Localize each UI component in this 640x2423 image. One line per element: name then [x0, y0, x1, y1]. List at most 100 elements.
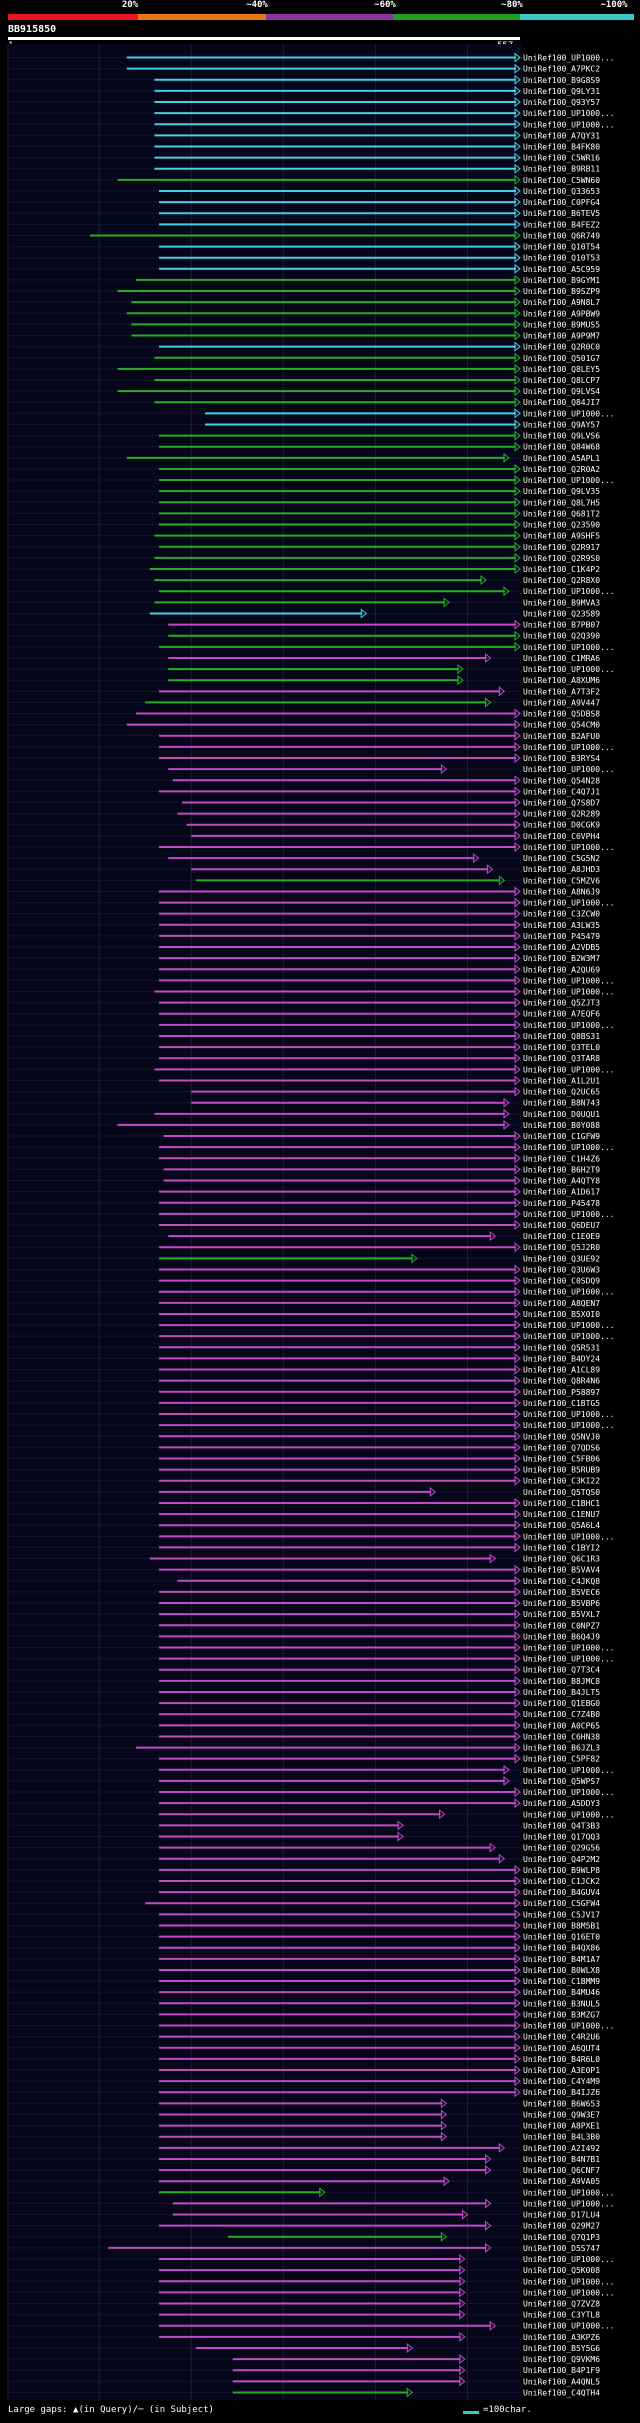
hit-label[interactable]: UniRef100_UP1000...: [523, 1788, 615, 1797]
hit-label[interactable]: UniRef100_UP1000...: [523, 643, 615, 652]
hit-label[interactable]: UniRef100_UP1000...: [523, 2255, 615, 2264]
hit-label[interactable]: UniRef100_B4L3B0: [523, 2133, 600, 2142]
hit-label[interactable]: UniRef100_B6JZL3: [523, 1744, 600, 1753]
hit-label[interactable]: UniRef100_Q8BS31: [523, 1032, 600, 1041]
hit-label[interactable]: UniRef100_Q2R9S0: [523, 554, 600, 563]
hit-label[interactable]: UniRef100_B4M1A7: [523, 1955, 600, 1964]
hit-label[interactable]: UniRef100_B4DY24: [523, 1354, 600, 1363]
hit-label[interactable]: UniRef100_A8XUM6: [523, 676, 600, 685]
hit-label[interactable]: UniRef100_UP1000...: [523, 988, 615, 997]
hit-label[interactable]: UniRef100_UP1000...: [523, 665, 615, 674]
hit-label[interactable]: UniRef100_C5G5N2: [523, 854, 600, 863]
hit-label[interactable]: UniRef100_Q5WPS7: [523, 1777, 600, 1786]
hit-label[interactable]: UniRef100_UP1000...: [523, 1655, 615, 1664]
hit-label[interactable]: UniRef100_Q4T3B3: [523, 1821, 600, 1830]
hit-label[interactable]: UniRef100_B4FK80: [523, 143, 600, 152]
hit-label[interactable]: UniRef100_Q9LV35: [523, 487, 600, 496]
hit-label[interactable]: UniRef100_B6H2T9: [523, 1165, 600, 1174]
hit-label[interactable]: UniRef100_UP1000...: [523, 1532, 615, 1541]
hit-label[interactable]: UniRef100_D5S747: [523, 2244, 600, 2253]
hit-label[interactable]: UniRef100_A2VDB5: [523, 943, 600, 952]
hit-label[interactable]: UniRef100_C5MZV6: [523, 876, 600, 885]
hit-label[interactable]: UniRef100_B6Q4J9: [523, 1632, 600, 1641]
hit-label[interactable]: UniRef100_UP1000...: [523, 1143, 615, 1152]
hit-label[interactable]: UniRef100_D0UQU1: [523, 1110, 600, 1119]
hit-label[interactable]: UniRef100_D0CGK9: [523, 821, 600, 830]
hit-label[interactable]: UniRef100_B5X0I0: [523, 1310, 600, 1319]
hit-label[interactable]: UniRef100_UP1000...: [523, 1421, 615, 1430]
hit-label[interactable]: UniRef100_A8N6J9: [523, 887, 600, 896]
hit-label[interactable]: UniRef100_UP1000...: [523, 1065, 615, 1074]
hit-label[interactable]: UniRef100_A3KPZ6: [523, 2333, 600, 2342]
hit-label[interactable]: UniRef100_A5DDY3: [523, 1799, 600, 1808]
hit-label[interactable]: UniRef100_B0WLX8: [523, 1966, 600, 1975]
hit-label[interactable]: UniRef100_A5APL1: [523, 454, 600, 463]
hit-label[interactable]: UniRef100_Q93Y57: [523, 98, 600, 107]
hit-label[interactable]: UniRef100_UP1000...: [523, 1288, 615, 1297]
hit-label[interactable]: UniRef100_Q54CM0: [523, 721, 600, 730]
hit-label[interactable]: UniRef100_C4R2U6: [523, 2033, 600, 2042]
hit-label[interactable]: UniRef100_B4MU46: [523, 1988, 600, 1997]
hit-label[interactable]: UniRef100_B5VEC6: [523, 1588, 600, 1597]
hit-label[interactable]: UniRef100_Q9AY57: [523, 420, 600, 429]
hit-label[interactable]: UniRef100_C1JCK2: [523, 1877, 600, 1886]
hit-label[interactable]: UniRef100_B9MVA3: [523, 598, 600, 607]
hit-label[interactable]: UniRef100_A0CP65: [523, 1721, 600, 1730]
hit-label[interactable]: UniRef100_UP1000...: [523, 1766, 615, 1775]
hit-label[interactable]: UniRef100_Q681T2: [523, 509, 600, 518]
hit-label[interactable]: UniRef100_Q7ZVZ8: [523, 2299, 600, 2308]
hit-label[interactable]: UniRef100_B0Y088: [523, 1121, 600, 1130]
hit-label[interactable]: UniRef100_C0PFG4: [523, 198, 600, 207]
hit-label[interactable]: UniRef100_B4IJZ6: [523, 2088, 600, 2097]
hit-label[interactable]: UniRef100_Q8R4N6: [523, 1377, 600, 1386]
hit-label[interactable]: UniRef100_UP1000...: [523, 120, 615, 129]
hit-label[interactable]: UniRef100_Q9LVS4: [523, 387, 600, 396]
hit-label[interactable]: UniRef100_B9RB11: [523, 165, 600, 174]
hit-label[interactable]: UniRef100_UP1000...: [523, 1810, 615, 1819]
hit-label[interactable]: UniRef100_C6HN38: [523, 1732, 600, 1741]
hit-label[interactable]: UniRef100_Q8L7H5: [523, 498, 600, 507]
hit-label[interactable]: UniRef100_UP1000...: [523, 765, 615, 774]
hit-label[interactable]: UniRef100_P45479: [523, 932, 600, 941]
hit-label[interactable]: UniRef100_Q16ET0: [523, 1933, 600, 1942]
hit-label[interactable]: UniRef100_Q5DBS8: [523, 710, 600, 719]
hit-label[interactable]: UniRef100_C5WN60: [523, 176, 600, 185]
hit-label[interactable]: UniRef100_Q9LY31: [523, 87, 600, 96]
hit-label[interactable]: UniRef100_Q10T53: [523, 254, 600, 263]
hit-label[interactable]: UniRef100_C3YTL8: [523, 2311, 600, 2320]
hit-label[interactable]: UniRef100_UP1000...: [523, 2022, 615, 2031]
hit-label[interactable]: UniRef100_B4P1F9: [523, 2366, 600, 2375]
hit-label[interactable]: UniRef100_C5FB06: [523, 1454, 600, 1463]
hit-label[interactable]: UniRef100_UP1000...: [523, 109, 615, 118]
hit-label[interactable]: UniRef100_C1BHC1: [523, 1499, 600, 1508]
hit-label[interactable]: UniRef100_B7PB07: [523, 621, 600, 630]
hit-label[interactable]: UniRef100_B6TEV5: [523, 209, 600, 218]
hit-label[interactable]: UniRef100_A2I492: [523, 2144, 600, 2153]
hit-label[interactable]: UniRef100_B9WLP8: [523, 1866, 600, 1875]
hit-label[interactable]: UniRef100_UP1000...: [523, 2199, 615, 2208]
hit-label[interactable]: UniRef100_B2AFU0: [523, 732, 600, 741]
hit-label[interactable]: UniRef100_UP1000...: [523, 1644, 615, 1653]
hit-label[interactable]: UniRef100_C0SDQ9: [523, 1277, 600, 1286]
hit-label[interactable]: UniRef100_UP1000...: [523, 409, 615, 418]
hit-label[interactable]: UniRef100_UP1000...: [523, 2288, 615, 2297]
hit-label[interactable]: UniRef100_Q5A6L4: [523, 1521, 600, 1530]
hit-label[interactable]: UniRef100_C1E0E9: [523, 1232, 600, 1241]
hit-label[interactable]: UniRef100_C5WR16: [523, 154, 600, 163]
hit-label[interactable]: UniRef100_B5VXL7: [523, 1610, 600, 1619]
hit-label[interactable]: UniRef100_B6W653: [523, 2099, 600, 2108]
hit-label[interactable]: UniRef100_B4N7B1: [523, 2155, 600, 2164]
hit-label[interactable]: UniRef100_Q5NVJ0: [523, 1432, 600, 1441]
hit-label[interactable]: UniRef100_Q8LEY5: [523, 365, 600, 374]
hit-label[interactable]: UniRef100_UP1000...: [523, 976, 615, 985]
hit-label[interactable]: UniRef100_Q3TEL0: [523, 1043, 600, 1052]
hit-label[interactable]: UniRef100_C1K4P2: [523, 565, 600, 574]
hit-label[interactable]: UniRef100_C0NPZ7: [523, 1621, 600, 1630]
hit-label[interactable]: UniRef100_Q29M27: [523, 2222, 600, 2231]
hit-label[interactable]: UniRef100_B4JLT5: [523, 1688, 600, 1697]
hit-label[interactable]: UniRef100_A7PKC2: [523, 65, 600, 74]
hit-label[interactable]: UniRef100_A9P9M7: [523, 332, 600, 341]
hit-label[interactable]: UniRef100_UP1000...: [523, 1332, 615, 1341]
hit-label[interactable]: UniRef100_A7EQF6: [523, 1010, 600, 1019]
hit-label[interactable]: UniRef100_UP1000...: [523, 2277, 615, 2286]
